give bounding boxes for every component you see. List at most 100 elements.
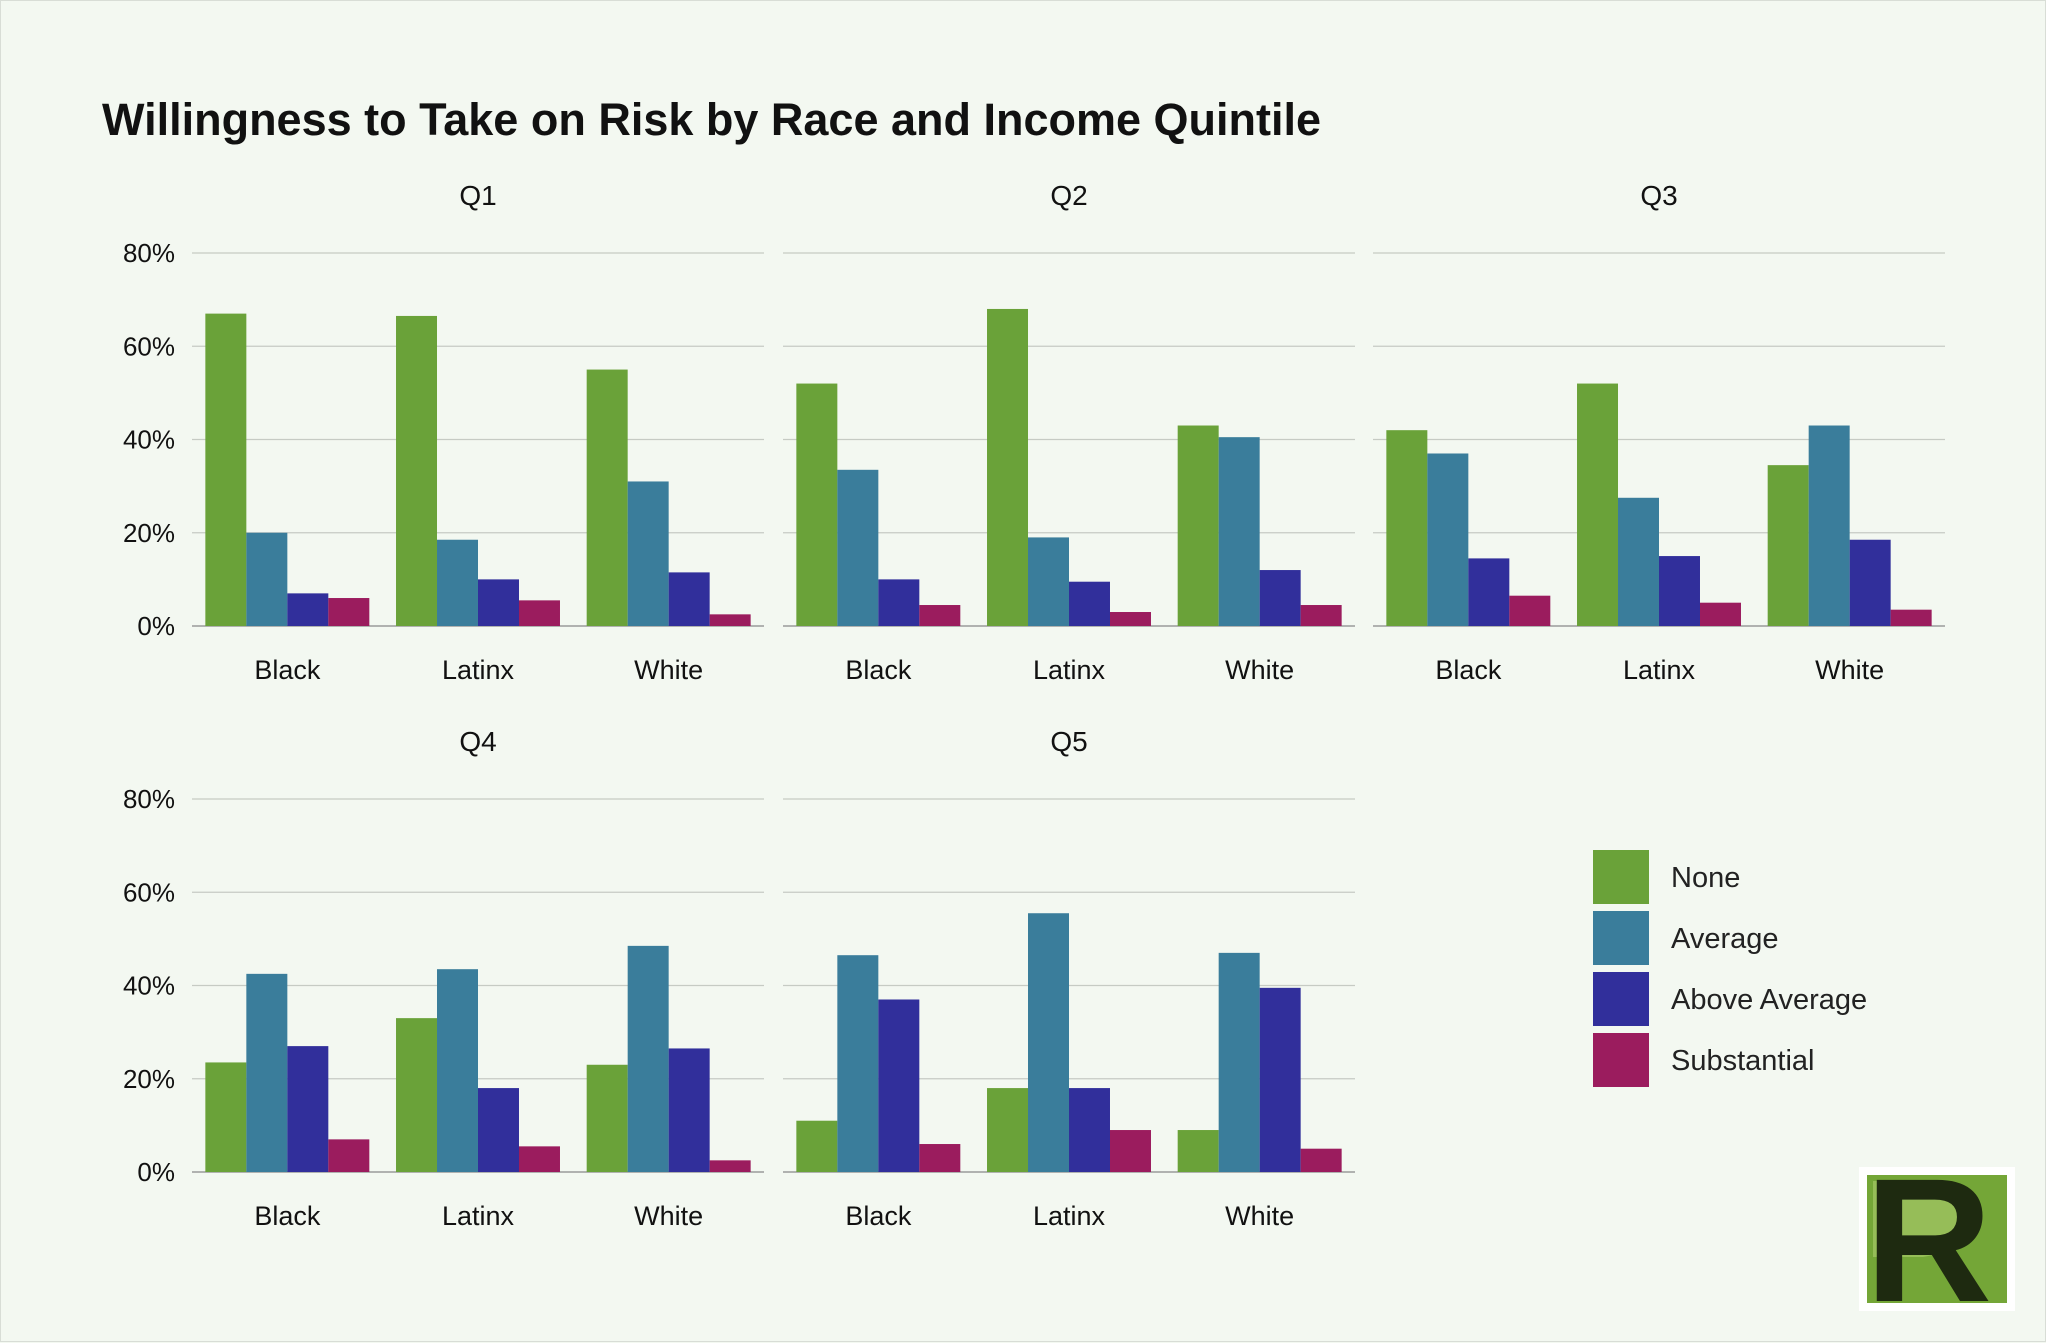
bar-none [205,313,247,626]
x-category-label: Latinx [442,1201,515,1231]
bar-none [987,1088,1029,1172]
x-category-label: White [1815,655,1884,685]
bar-substantial [709,1160,751,1172]
y-tick-label: 20% [123,518,175,548]
bar-none [586,369,628,626]
x-category-label: White [634,655,703,685]
chart-title: Willingness to Take on Risk by Race and … [102,94,1321,145]
bar-average [437,969,478,1172]
bar-average [1028,913,1069,1172]
facet-panel-q2: Q2 Black Latinx White [783,180,1355,685]
bar-above-average [878,999,920,1172]
bar-substantial [709,614,751,626]
facet-title: Q3 [1640,180,1677,211]
x-category-label: Black [845,655,912,685]
facet-title: Q1 [459,180,496,211]
bar-average [246,973,288,1172]
facet-title: Q5 [1050,726,1087,757]
y-tick-label: 60% [123,877,175,907]
bar-substantial [328,1139,370,1172]
legend-swatch-average [1593,911,1649,965]
legend-swatch-substantial [1593,1033,1649,1087]
legend: None Average Above Average Substantial [1593,850,1867,1087]
bar-above-average [668,1048,710,1172]
x-category-label: Black [254,655,321,685]
bar-above-average [1259,987,1301,1172]
bar-above-average [1468,558,1510,626]
bar-substantial [1890,609,1932,626]
facet-title: Q4 [459,726,496,757]
bar-none [796,1120,838,1172]
facet-panel-q5: Q5 Black Latinx White [783,726,1355,1231]
bar-none [987,308,1029,626]
x-category-label: White [1225,655,1294,685]
x-category-label: White [634,1201,703,1231]
x-category-label: Latinx [1033,1201,1106,1231]
legend-swatch-above-average [1593,972,1649,1026]
x-category-label: Black [845,1201,912,1231]
y-tick-label: 20% [123,1064,175,1094]
bar-above-average [1259,570,1301,626]
bar-average [1218,952,1260,1172]
y-tick-label: 40% [123,971,175,1001]
x-category-label: Latinx [442,655,515,685]
legend-label: None [1671,862,1740,894]
bar-substantial [1109,612,1151,626]
facet-panel-q4: 0% 20% 40% 60% 80% Q4 Black Latinx White [123,726,764,1231]
bar-substantial [518,600,560,626]
bar-average [1618,497,1659,626]
y-tick-label: 60% [123,331,175,361]
bar-average [1427,453,1469,626]
legend-label: Average [1671,923,1779,955]
bar-none [1386,430,1428,626]
bar-substantial [1300,605,1342,626]
bar-above-average [1069,1088,1110,1172]
bar-none [396,315,438,626]
facet-title: Q2 [1050,180,1087,211]
bar-none [1177,1130,1219,1172]
logo-highlight [1873,1181,1961,1257]
bar-substantial [328,598,370,626]
facet-panels: 0% 20% 40% 60% 80% Q1 Black Latinx White Q2 Black L… [123,180,1945,1231]
bar-substantial [1509,595,1551,626]
bar-none [1177,425,1219,626]
x-category-label: Black [254,1201,321,1231]
bar-none [796,383,838,626]
facet-panel-q1: 0% 20% 40% 60% 80% Q1 Black Latinx White [123,180,764,685]
bar-above-average [1849,539,1891,626]
facet-panel-q3: Q3 Black Latinx White [1373,180,1945,685]
bar-none [205,1062,247,1172]
bar-average [1218,437,1260,626]
bar-above-average [478,1088,519,1172]
bar-none [396,1018,438,1172]
x-category-label: Latinx [1623,655,1696,685]
bar-above-average [668,572,710,626]
y-tick-label: 80% [123,238,175,268]
bar-substantial [518,1146,560,1172]
bar-substantial [1300,1148,1342,1172]
bar-average [837,469,879,626]
legend-label: Above Average [1671,984,1867,1016]
legend-label: Substantial [1671,1045,1815,1077]
logo-letter: R [1865,1143,1992,1339]
bar-average [627,481,669,626]
y-tick-label: 40% [123,425,175,455]
bar-substantial [919,1144,961,1172]
bar-above-average [287,593,329,626]
legend-swatch-none [1593,850,1649,904]
bar-substantial [1699,602,1741,626]
bar-above-average [878,579,920,626]
bar-average [1808,425,1850,626]
y-tick-label: 0% [137,1157,175,1187]
bar-average [437,539,478,626]
bar-average [1028,537,1069,626]
bar-average [837,955,879,1172]
x-category-label: Black [1435,655,1502,685]
bar-none [1767,465,1809,626]
bar-none [586,1064,628,1172]
bar-above-average [1069,581,1110,626]
bar-above-average [478,579,519,626]
x-category-label: Latinx [1033,655,1106,685]
